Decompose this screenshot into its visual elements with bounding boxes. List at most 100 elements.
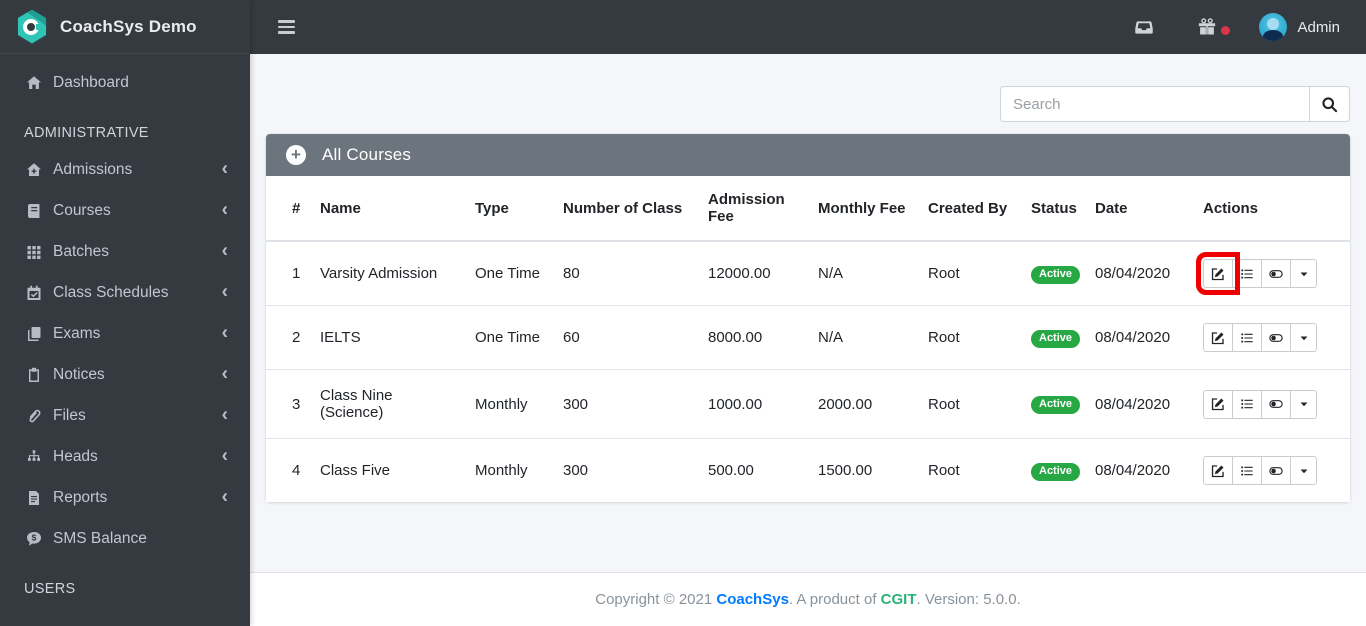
col-actions: Actions bbox=[1193, 176, 1350, 242]
search-row bbox=[266, 86, 1350, 122]
edit-button-highlighted[interactable] bbox=[1196, 252, 1240, 295]
brand-title: CoachSys Demo bbox=[60, 16, 197, 36]
edit-icon bbox=[1211, 398, 1224, 411]
cell-admission-fee: 500.00 bbox=[698, 438, 808, 502]
courses-table: # Name Type Number of Class Admission Fe… bbox=[266, 176, 1350, 502]
content-area: + All Courses # Name Type Numbe bbox=[250, 54, 1366, 572]
user-menu[interactable]: Admin bbox=[1259, 13, 1340, 41]
sidebar-item-label: Exams bbox=[53, 324, 101, 342]
cell-created-by: Root bbox=[918, 305, 1021, 370]
sidebar-item-courses[interactable]: Courses ‹ bbox=[0, 190, 250, 231]
book-icon bbox=[28, 203, 40, 218]
col-admission-fee: Admission Fee bbox=[698, 176, 808, 242]
cell-classes: 60 bbox=[553, 305, 698, 370]
footer: Copyright © 2021 CoachSys. A product of … bbox=[250, 572, 1366, 626]
actions-group bbox=[1196, 252, 1317, 295]
toggle-status-button[interactable] bbox=[1261, 456, 1291, 485]
caret-down-icon bbox=[1300, 468, 1307, 473]
more-actions-button[interactable] bbox=[1290, 259, 1317, 288]
details-button[interactable] bbox=[1232, 456, 1262, 485]
user-label: Admin bbox=[1297, 18, 1340, 36]
sidebar-item-reports[interactable]: Reports ‹ bbox=[0, 477, 250, 518]
search-button[interactable] bbox=[1309, 86, 1350, 122]
sidebar-item-batches[interactable]: Batches ‹ bbox=[0, 231, 250, 272]
sidebar-item-label: Dashboard bbox=[53, 73, 129, 91]
col-name: Name bbox=[310, 176, 465, 242]
sidebar-item-exams[interactable]: Exams ‹ bbox=[0, 313, 250, 354]
status-badge: Active bbox=[1031, 462, 1081, 481]
inbox-button[interactable] bbox=[1133, 17, 1155, 37]
sidebar-item-class-schedules[interactable]: Class Schedules ‹ bbox=[0, 272, 250, 313]
more-actions-button[interactable] bbox=[1290, 323, 1317, 352]
gifts-button[interactable] bbox=[1197, 17, 1231, 37]
sidebar-item-label: SMS Balance bbox=[53, 529, 147, 547]
paperclip-icon bbox=[29, 409, 41, 422]
cell-num: 2 bbox=[266, 305, 310, 370]
hamburger-icon bbox=[278, 20, 295, 23]
cell-admission-fee: 1000.00 bbox=[698, 369, 808, 439]
table-row: 1 Varsity Admission One Time 80 12000.00… bbox=[266, 241, 1350, 306]
sidebar-item-label: Batches bbox=[53, 242, 110, 260]
sidebar-item-files[interactable]: Files ‹ bbox=[0, 395, 250, 436]
inbox-icon bbox=[1135, 21, 1154, 34]
file-report-icon bbox=[29, 490, 39, 505]
sidebar-item-sms-balance[interactable]: $ SMS Balance bbox=[0, 518, 250, 559]
cell-num: 1 bbox=[292, 265, 301, 282]
cell-date: 08/04/2020 bbox=[1095, 265, 1171, 282]
edit-icon bbox=[1211, 267, 1224, 280]
search-input[interactable] bbox=[1000, 86, 1309, 122]
chevron-left-icon: ‹ bbox=[221, 321, 228, 343]
details-button[interactable] bbox=[1232, 323, 1262, 352]
details-button[interactable] bbox=[1232, 389, 1262, 419]
more-actions-button[interactable] bbox=[1290, 389, 1317, 419]
details-button[interactable] bbox=[1232, 259, 1262, 288]
topbar: Admin bbox=[250, 0, 1366, 54]
sidebar-item-dashboard[interactable]: Dashboard bbox=[0, 62, 250, 103]
col-number-of-class: Number of Class bbox=[553, 176, 698, 242]
list-icon bbox=[1241, 399, 1253, 409]
cell-date: 08/04/2020 bbox=[1085, 369, 1193, 439]
brand[interactable]: CoachSys Demo bbox=[0, 0, 250, 54]
toggle-icon bbox=[1269, 333, 1283, 342]
sidebar-item-notices[interactable]: Notices ‹ bbox=[0, 354, 250, 395]
status-badge: Active bbox=[1031, 396, 1081, 414]
cell-name: Varsity Admission bbox=[320, 265, 438, 282]
sidebar-item-label: Files bbox=[53, 406, 86, 424]
sidebar-item-label: Admissions bbox=[53, 160, 133, 178]
search-icon bbox=[1322, 96, 1338, 112]
edit-button[interactable] bbox=[1203, 323, 1233, 352]
cell-num: 3 bbox=[266, 369, 310, 439]
sidebar-item-heads[interactable]: Heads ‹ bbox=[0, 436, 250, 477]
edit-icon bbox=[1211, 464, 1224, 477]
menu-toggle-button[interactable] bbox=[272, 14, 301, 40]
main-column: Admin + All Courses bbox=[250, 0, 1366, 626]
coachsys-link[interactable]: CoachSys bbox=[716, 591, 789, 608]
cell-monthly-fee: N/A bbox=[808, 305, 918, 370]
toggle-status-button[interactable] bbox=[1261, 389, 1291, 419]
col-num: # bbox=[266, 176, 310, 242]
chevron-left-icon: ‹ bbox=[221, 444, 228, 466]
actions-group bbox=[1203, 323, 1317, 352]
caret-down-icon bbox=[1300, 335, 1307, 340]
table-row: 3 Class Nine (Science) Monthly 300 1000.… bbox=[266, 369, 1350, 439]
table-header-row: # Name Type Number of Class Admission Fe… bbox=[266, 176, 1350, 242]
edit-button[interactable] bbox=[1203, 456, 1233, 485]
more-actions-button[interactable] bbox=[1290, 456, 1317, 485]
actions-group bbox=[1203, 389, 1317, 419]
add-course-button[interactable]: + bbox=[286, 145, 306, 165]
sidebar-section-administrative: ADMINISTRATIVE bbox=[24, 125, 149, 141]
cell-num: 4 bbox=[266, 438, 310, 502]
avatar bbox=[1259, 13, 1288, 41]
sidebar-item-admissions[interactable]: Admissions ‹ bbox=[0, 149, 250, 190]
cgit-link[interactable]: CGIT bbox=[880, 591, 917, 608]
toggle-icon bbox=[1269, 400, 1283, 408]
edit-button[interactable] bbox=[1203, 389, 1233, 419]
chevron-left-icon: ‹ bbox=[221, 198, 228, 220]
version-text: . Version: 5.0.0. bbox=[916, 591, 1021, 608]
col-monthly-fee: Monthly Fee bbox=[808, 176, 918, 242]
col-type: Type bbox=[465, 176, 553, 242]
toggle-status-button[interactable] bbox=[1261, 259, 1291, 288]
toggle-status-button[interactable] bbox=[1261, 323, 1291, 352]
actions-group bbox=[1203, 456, 1317, 485]
admissions-icon bbox=[27, 162, 41, 176]
